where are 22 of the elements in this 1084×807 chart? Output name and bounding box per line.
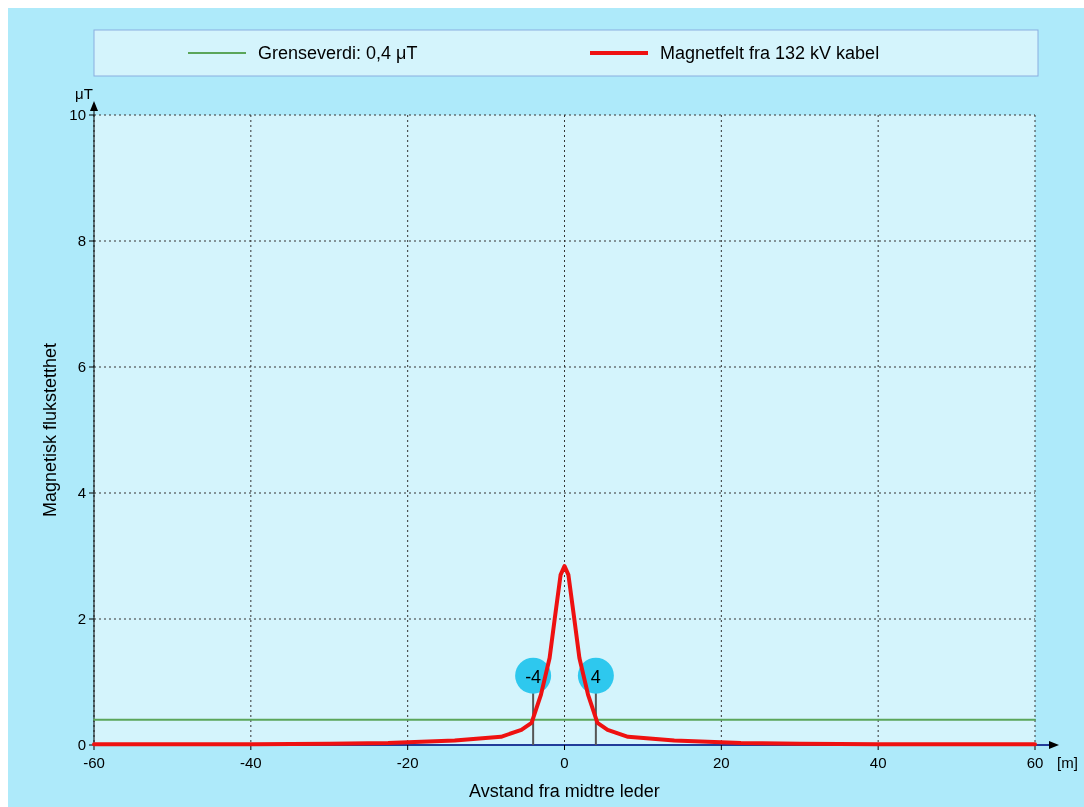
y-tick-label: 4 xyxy=(77,484,86,501)
y-tick-label: 2 xyxy=(77,610,86,627)
x-tick-label: -60 xyxy=(83,754,105,771)
text: μT xyxy=(75,85,93,102)
y-tick-label: 10 xyxy=(69,106,86,123)
legend-label: Grenseverdi: 0,4 μT xyxy=(258,43,418,63)
x-tick-label: -40 xyxy=(239,754,262,771)
x-tick-label: 0 xyxy=(560,754,569,771)
x-tick-label: 60 xyxy=(1026,754,1044,771)
annotation: -4 xyxy=(525,666,542,687)
x-axis-title: Avstand fra midtre leder xyxy=(469,781,660,801)
legend-label: Magnetfelt fra 132 kV kabel xyxy=(660,43,880,63)
y-tick-label: 0 xyxy=(77,736,86,753)
x-tick-label: 40 xyxy=(869,754,887,771)
text: [m] xyxy=(1057,754,1078,771)
y-axis-title: Magnetisk flukstetthet xyxy=(40,342,60,518)
x-tick-label: -20 xyxy=(396,754,419,771)
y-tick-label: 6 xyxy=(77,358,86,375)
line-series xyxy=(92,564,1037,747)
y-tick-label: 8 xyxy=(77,232,86,249)
annotation: 4 xyxy=(590,666,601,687)
x-tick-label: 20 xyxy=(712,754,730,771)
